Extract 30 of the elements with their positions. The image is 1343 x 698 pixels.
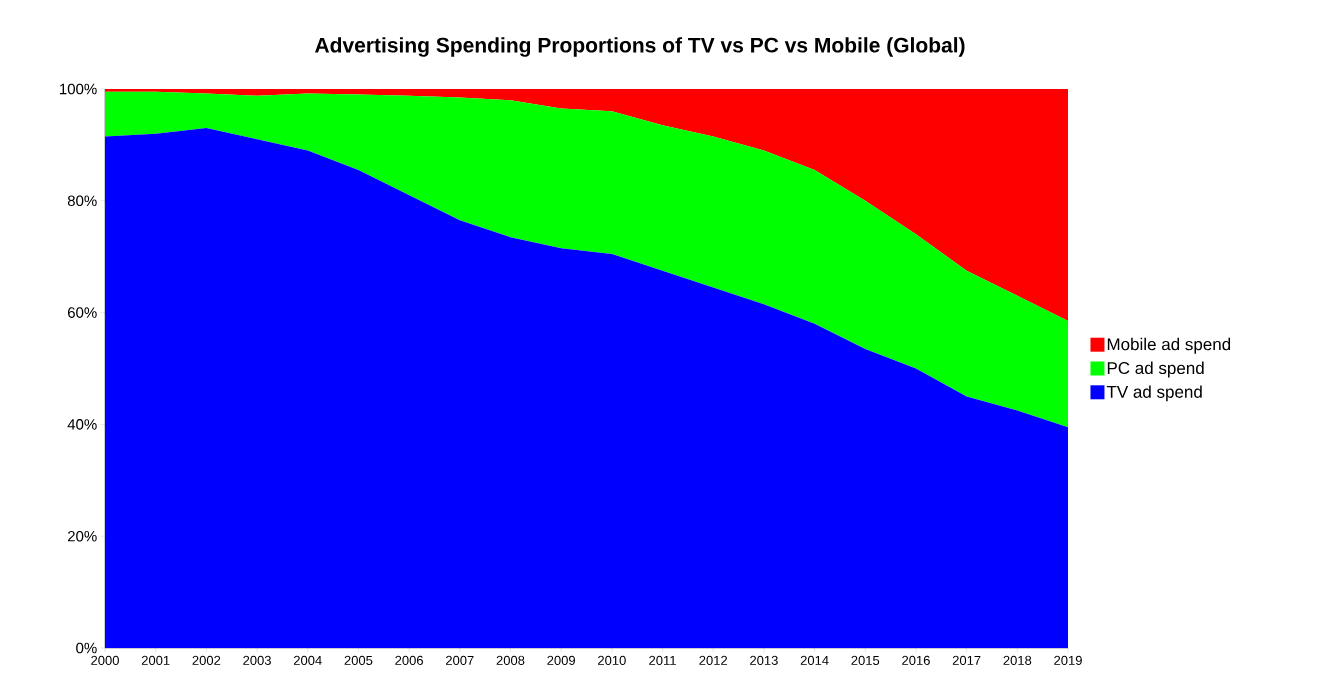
x-tick-label: 2005 <box>344 655 373 665</box>
x-tick-label: 2006 <box>395 655 423 665</box>
x-tick-label: 2001 <box>141 655 170 665</box>
x-tick-label: 2018 <box>1003 655 1032 665</box>
y-tick-label: 60% <box>67 307 97 318</box>
y-tick-label: 0% <box>76 642 97 654</box>
x-tick-label: 2016 <box>902 655 930 665</box>
x-tick-label: 2019 <box>1054 655 1082 665</box>
chart-title: Advertising Spending Proportions of TV vs PC vs Mobile (Global) <box>314 37 965 57</box>
y-tick-label: 80% <box>67 195 97 207</box>
legend-label: TV ad spend <box>1106 385 1202 402</box>
x-tick-label: 2012 <box>699 655 728 665</box>
x-tick-label: 2000 <box>91 655 119 665</box>
y-tick-label: 100% <box>60 83 97 95</box>
y-tick-label: 20% <box>67 530 97 542</box>
x-tick-label: 2017 <box>952 655 981 665</box>
y-tick-label: 40% <box>67 419 97 430</box>
x-tick-label: 2004 <box>293 655 322 665</box>
x-tick-label: 2009 <box>547 655 575 665</box>
x-tick-label: 2011 <box>649 655 676 665</box>
x-tick-label: 2002 <box>192 655 221 665</box>
x-tick-label: 2013 <box>750 655 778 665</box>
legend-label: Mobile ad spend <box>1107 337 1231 354</box>
x-tick-label: 2007 <box>445 655 474 665</box>
x-tick-label: 2003 <box>243 655 271 665</box>
x-tick-label: 2008 <box>496 655 525 665</box>
x-tick-label: 2015 <box>851 655 880 665</box>
legend-label: PC ad spend <box>1107 361 1204 378</box>
x-tick-label: 2014 <box>800 655 829 665</box>
x-tick-label: 2010 <box>598 655 626 665</box>
